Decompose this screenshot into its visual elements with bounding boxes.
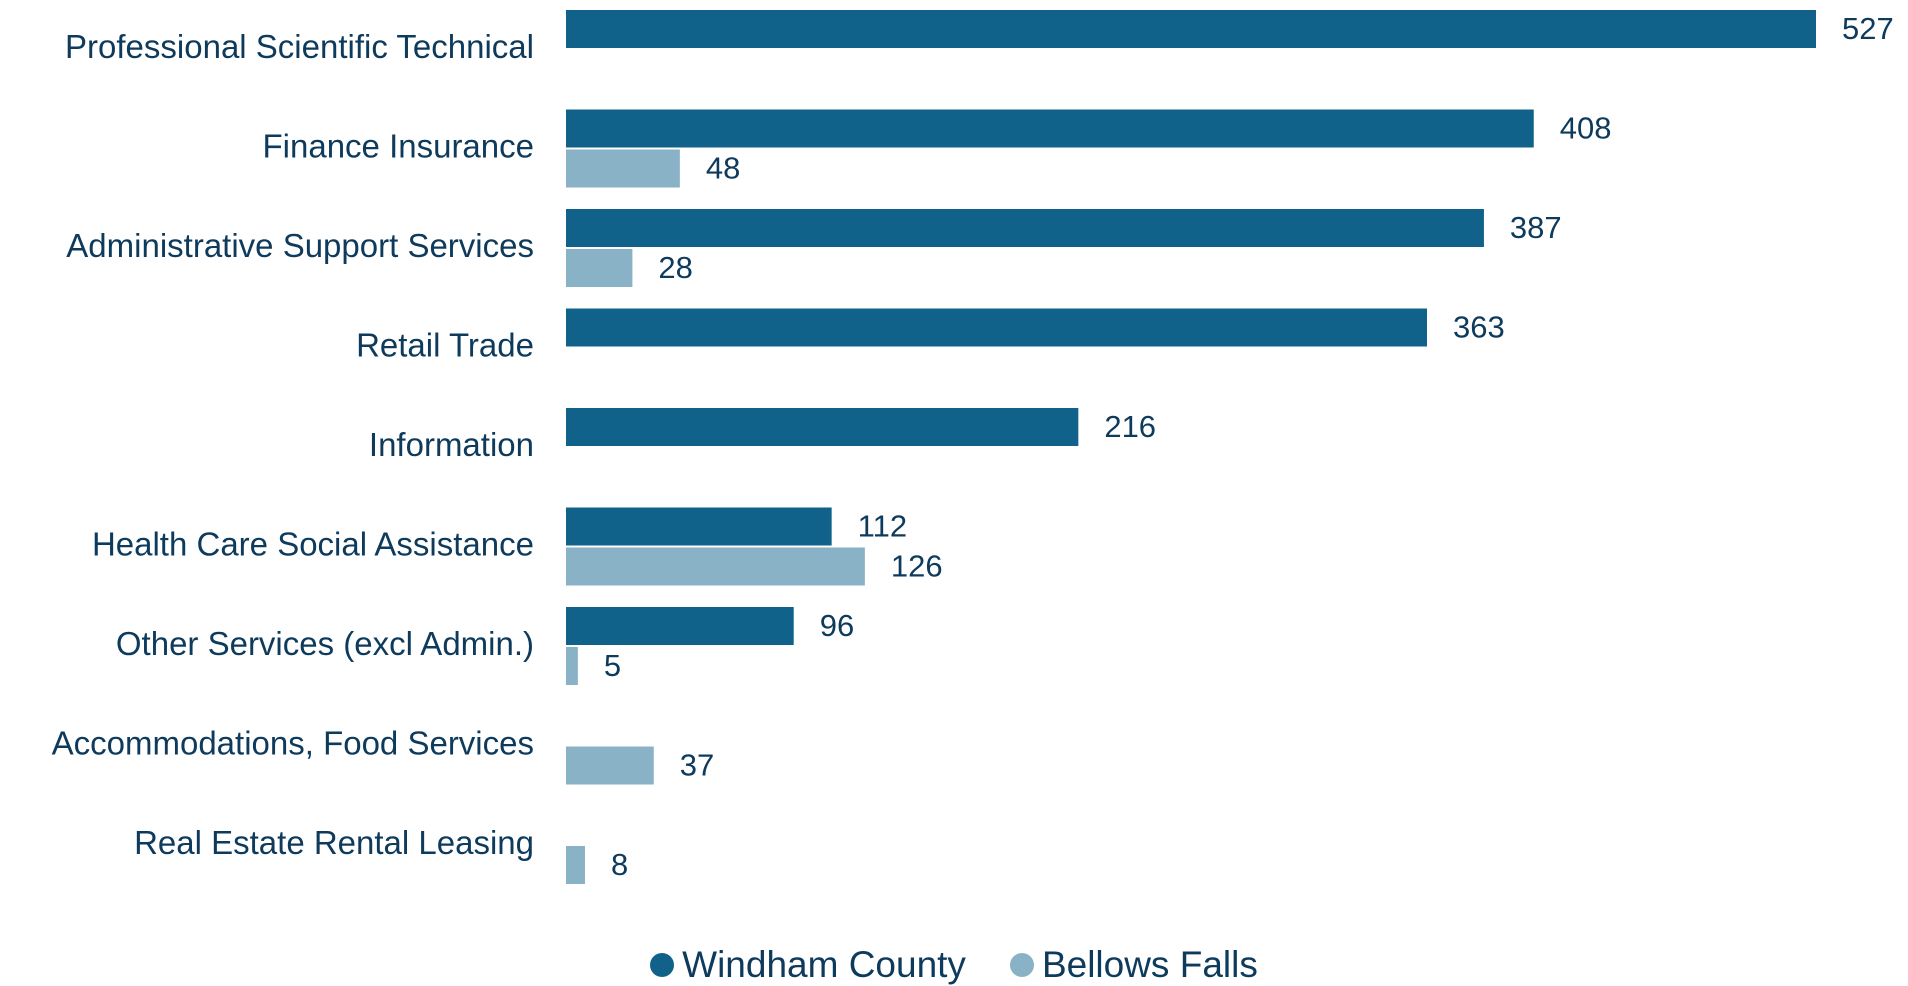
value-label: 37 — [680, 748, 714, 783]
category-label: Professional Scientific Technical — [65, 28, 534, 65]
category-label: Retail Trade — [356, 327, 534, 364]
category-label: Information — [369, 426, 534, 463]
bar-bellows — [566, 249, 633, 287]
value-label: 5 — [604, 648, 621, 683]
value-label: 48 — [706, 151, 740, 186]
legend-dot-windham-icon — [650, 953, 675, 977]
bar-windham — [566, 507, 832, 546]
value-label: 8 — [611, 847, 628, 882]
bar-windham — [566, 109, 1534, 148]
category-label: Accommodations, Food Services — [52, 725, 534, 762]
category-label: Administrative Support Services — [66, 227, 534, 264]
bar-bellows — [566, 149, 680, 188]
bar-chart: Professional Scientific Technical 527 Fina… — [52, 10, 1894, 884]
bar-bellows — [566, 647, 578, 685]
bar-bellows — [566, 746, 654, 785]
bar-bellows — [566, 547, 865, 586]
legend-item-windham: Windham County — [650, 944, 966, 986]
category-label: Real Estate Rental Leasing — [134, 824, 534, 861]
value-label: 96 — [820, 608, 854, 643]
legend-label-bellows: Bellows Falls — [1041, 944, 1258, 985]
legend-dot-bellows-icon — [1009, 953, 1034, 977]
bar-windham — [566, 10, 1816, 48]
legend: Windham County Bellows Falls — [0, 944, 1908, 986]
bar-bellows — [566, 846, 585, 884]
value-label: 216 — [1104, 409, 1156, 444]
value-label: 28 — [658, 250, 692, 285]
value-label: 527 — [1842, 11, 1894, 46]
value-label: 408 — [1560, 111, 1612, 146]
value-label: 126 — [891, 549, 943, 584]
bar-windham — [566, 209, 1484, 247]
value-label: 112 — [858, 509, 907, 544]
value-label: 387 — [1510, 210, 1562, 245]
legend-item-bellows: Bellows Falls — [1009, 944, 1258, 986]
legend-label-windham: Windham County — [682, 944, 966, 985]
bar-windham — [566, 408, 1079, 446]
bar-windham — [566, 607, 794, 645]
category-label: Finance Insurance — [263, 128, 535, 165]
value-label: 363 — [1453, 310, 1505, 345]
bar-windham — [566, 308, 1428, 347]
category-label: Other Services (excl Admin.) — [116, 625, 534, 662]
category-label: Health Care Social Assistance — [92, 526, 534, 563]
